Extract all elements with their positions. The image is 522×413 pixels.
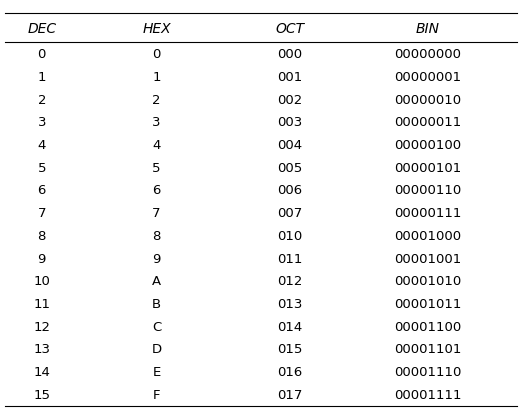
Text: A: A	[152, 275, 161, 287]
Text: 00001100: 00001100	[395, 320, 461, 333]
Text: B: B	[152, 297, 161, 310]
Text: 5: 5	[38, 161, 46, 174]
Text: 7: 7	[38, 206, 46, 220]
Text: 1: 1	[38, 71, 46, 84]
Text: 14: 14	[33, 365, 50, 378]
Text: 8: 8	[38, 229, 46, 242]
Text: E: E	[152, 365, 161, 378]
Text: 010: 010	[277, 229, 302, 242]
Text: 00000011: 00000011	[395, 116, 461, 129]
Text: 00000111: 00000111	[394, 206, 462, 220]
Text: OCT: OCT	[275, 22, 304, 36]
Text: 005: 005	[277, 161, 302, 174]
Text: 015: 015	[277, 342, 302, 356]
Text: 00001111: 00001111	[394, 388, 462, 401]
Text: 004: 004	[277, 139, 302, 152]
Text: 3: 3	[152, 116, 161, 129]
Text: 7: 7	[152, 206, 161, 220]
Text: D: D	[151, 342, 162, 356]
Text: 012: 012	[277, 275, 302, 287]
Text: 00001000: 00001000	[395, 229, 461, 242]
Text: 00001101: 00001101	[394, 342, 462, 356]
Text: 006: 006	[277, 184, 302, 197]
Text: 000: 000	[277, 48, 302, 61]
Text: 007: 007	[277, 206, 302, 220]
Text: 3: 3	[38, 116, 46, 129]
Text: 00001011: 00001011	[394, 297, 462, 310]
Text: 0: 0	[152, 48, 161, 61]
Text: F: F	[153, 388, 160, 401]
Text: 6: 6	[152, 184, 161, 197]
Text: 9: 9	[38, 252, 46, 265]
Text: 0: 0	[38, 48, 46, 61]
Text: 003: 003	[277, 116, 302, 129]
Text: 15: 15	[33, 388, 50, 401]
Text: 001: 001	[277, 71, 302, 84]
Text: DEC: DEC	[27, 22, 56, 36]
Text: 00001001: 00001001	[395, 252, 461, 265]
Text: 1: 1	[152, 71, 161, 84]
Text: 4: 4	[152, 139, 161, 152]
Text: 00000101: 00000101	[395, 161, 461, 174]
Text: HEX: HEX	[143, 22, 171, 36]
Text: 5: 5	[152, 161, 161, 174]
Text: 00001010: 00001010	[395, 275, 461, 287]
Text: BIN: BIN	[416, 22, 440, 36]
Text: 11: 11	[33, 297, 50, 310]
Text: 2: 2	[38, 93, 46, 107]
Text: 013: 013	[277, 297, 302, 310]
Text: 6: 6	[38, 184, 46, 197]
Text: 00000110: 00000110	[395, 184, 461, 197]
Text: 2: 2	[152, 93, 161, 107]
Text: 13: 13	[33, 342, 50, 356]
Text: 4: 4	[38, 139, 46, 152]
Text: 017: 017	[277, 388, 302, 401]
Text: 00000001: 00000001	[395, 71, 461, 84]
Text: 00000100: 00000100	[395, 139, 461, 152]
Text: 8: 8	[152, 229, 161, 242]
Text: C: C	[152, 320, 161, 333]
Text: 9: 9	[152, 252, 161, 265]
Text: 014: 014	[277, 320, 302, 333]
Text: 00000010: 00000010	[395, 93, 461, 107]
Text: 016: 016	[277, 365, 302, 378]
Text: 12: 12	[33, 320, 50, 333]
Text: 10: 10	[33, 275, 50, 287]
Text: 00001110: 00001110	[394, 365, 462, 378]
Text: 011: 011	[277, 252, 302, 265]
Text: 00000000: 00000000	[395, 48, 461, 61]
Text: 002: 002	[277, 93, 302, 107]
